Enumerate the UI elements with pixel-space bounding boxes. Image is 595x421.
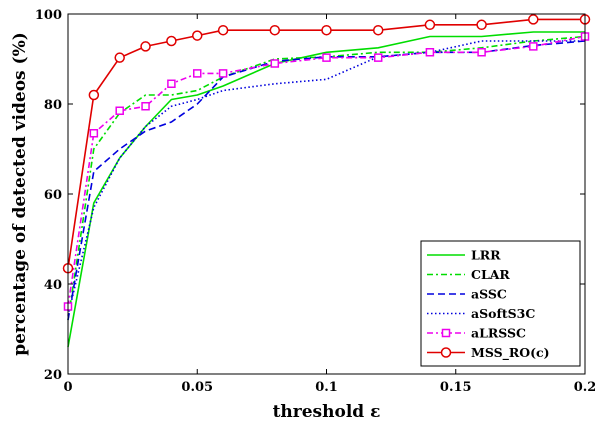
y-axis-label: percentage of detected videos (%) [10,32,30,356]
series-asofts3c [67,40,585,316]
series-point [115,106,124,115]
y-tick-label: 40 [44,278,62,293]
series-point [140,41,151,52]
series-point [218,69,228,78]
legend-box [420,240,581,367]
series-point [193,69,202,78]
series-point [441,328,451,338]
series-point [322,53,331,62]
series-point [88,89,100,101]
x-tick-label: 0.05 [181,380,213,395]
series-point [424,19,436,31]
legend-entry: aSoftS3C [427,306,535,321]
series-clar [67,35,586,321]
series-point [217,24,229,36]
series-point [166,35,177,47]
legend-entry: aSSC [427,287,507,302]
series-point [440,347,452,358]
legend-entry: MSS_RO(c) [427,345,550,361]
legend-label: CLAR [471,267,510,282]
tick-layer: 0 0.05 0.1 0.15 0.2 20 40 60 80 100 [35,8,595,395]
series-line [67,40,585,316]
y-tick-label: 20 [44,368,62,383]
legend-label: LRR [471,248,501,263]
x-axis-label: threshold ε [273,402,381,421]
series-point [141,102,150,111]
series-point [269,24,281,36]
series-point [477,48,486,57]
series-point [167,79,176,88]
legend-label: MSS_RO(c) [471,345,550,361]
series-point [529,42,538,51]
series-line [67,35,586,307]
series-point [425,48,435,57]
x-tick-label: 0 [63,380,72,395]
series-point [192,30,203,41]
x-tick-label: 0.15 [440,380,472,395]
series-point [114,52,125,63]
plot-area-group: 0 0.05 0.1 0.15 0.2 20 40 60 80 100 [35,8,595,395]
series-line [67,35,586,321]
series-point [270,59,280,68]
legend-label: aLRSSC [471,326,526,341]
y-tick-label: 100 [35,8,62,23]
legend-label: aSSC [471,287,507,302]
x-tick-label: 0.2 [574,380,595,395]
series-point [321,24,332,36]
series-point [372,24,384,36]
series-point [373,53,383,62]
legend-label: aSoftS3C [471,306,535,321]
series-point [89,129,99,138]
x-tick-label: 0.1 [315,380,338,395]
y-tick-label: 80 [44,98,62,113]
series-lrr [67,31,585,348]
series-point [476,19,487,31]
legend-entry: aLRSSC [427,326,526,341]
legend: LRR CLAR aSSC aSoftS3C aLRSSC MSS_RO(c) [420,240,581,367]
series-line [67,31,585,348]
y-tick-label: 60 [44,188,62,203]
series-point [528,14,539,25]
legend-entry: CLAR [427,267,510,282]
series-layer [62,14,591,348]
series-alrssc [63,32,590,311]
legend-entry: LRR [427,248,501,263]
